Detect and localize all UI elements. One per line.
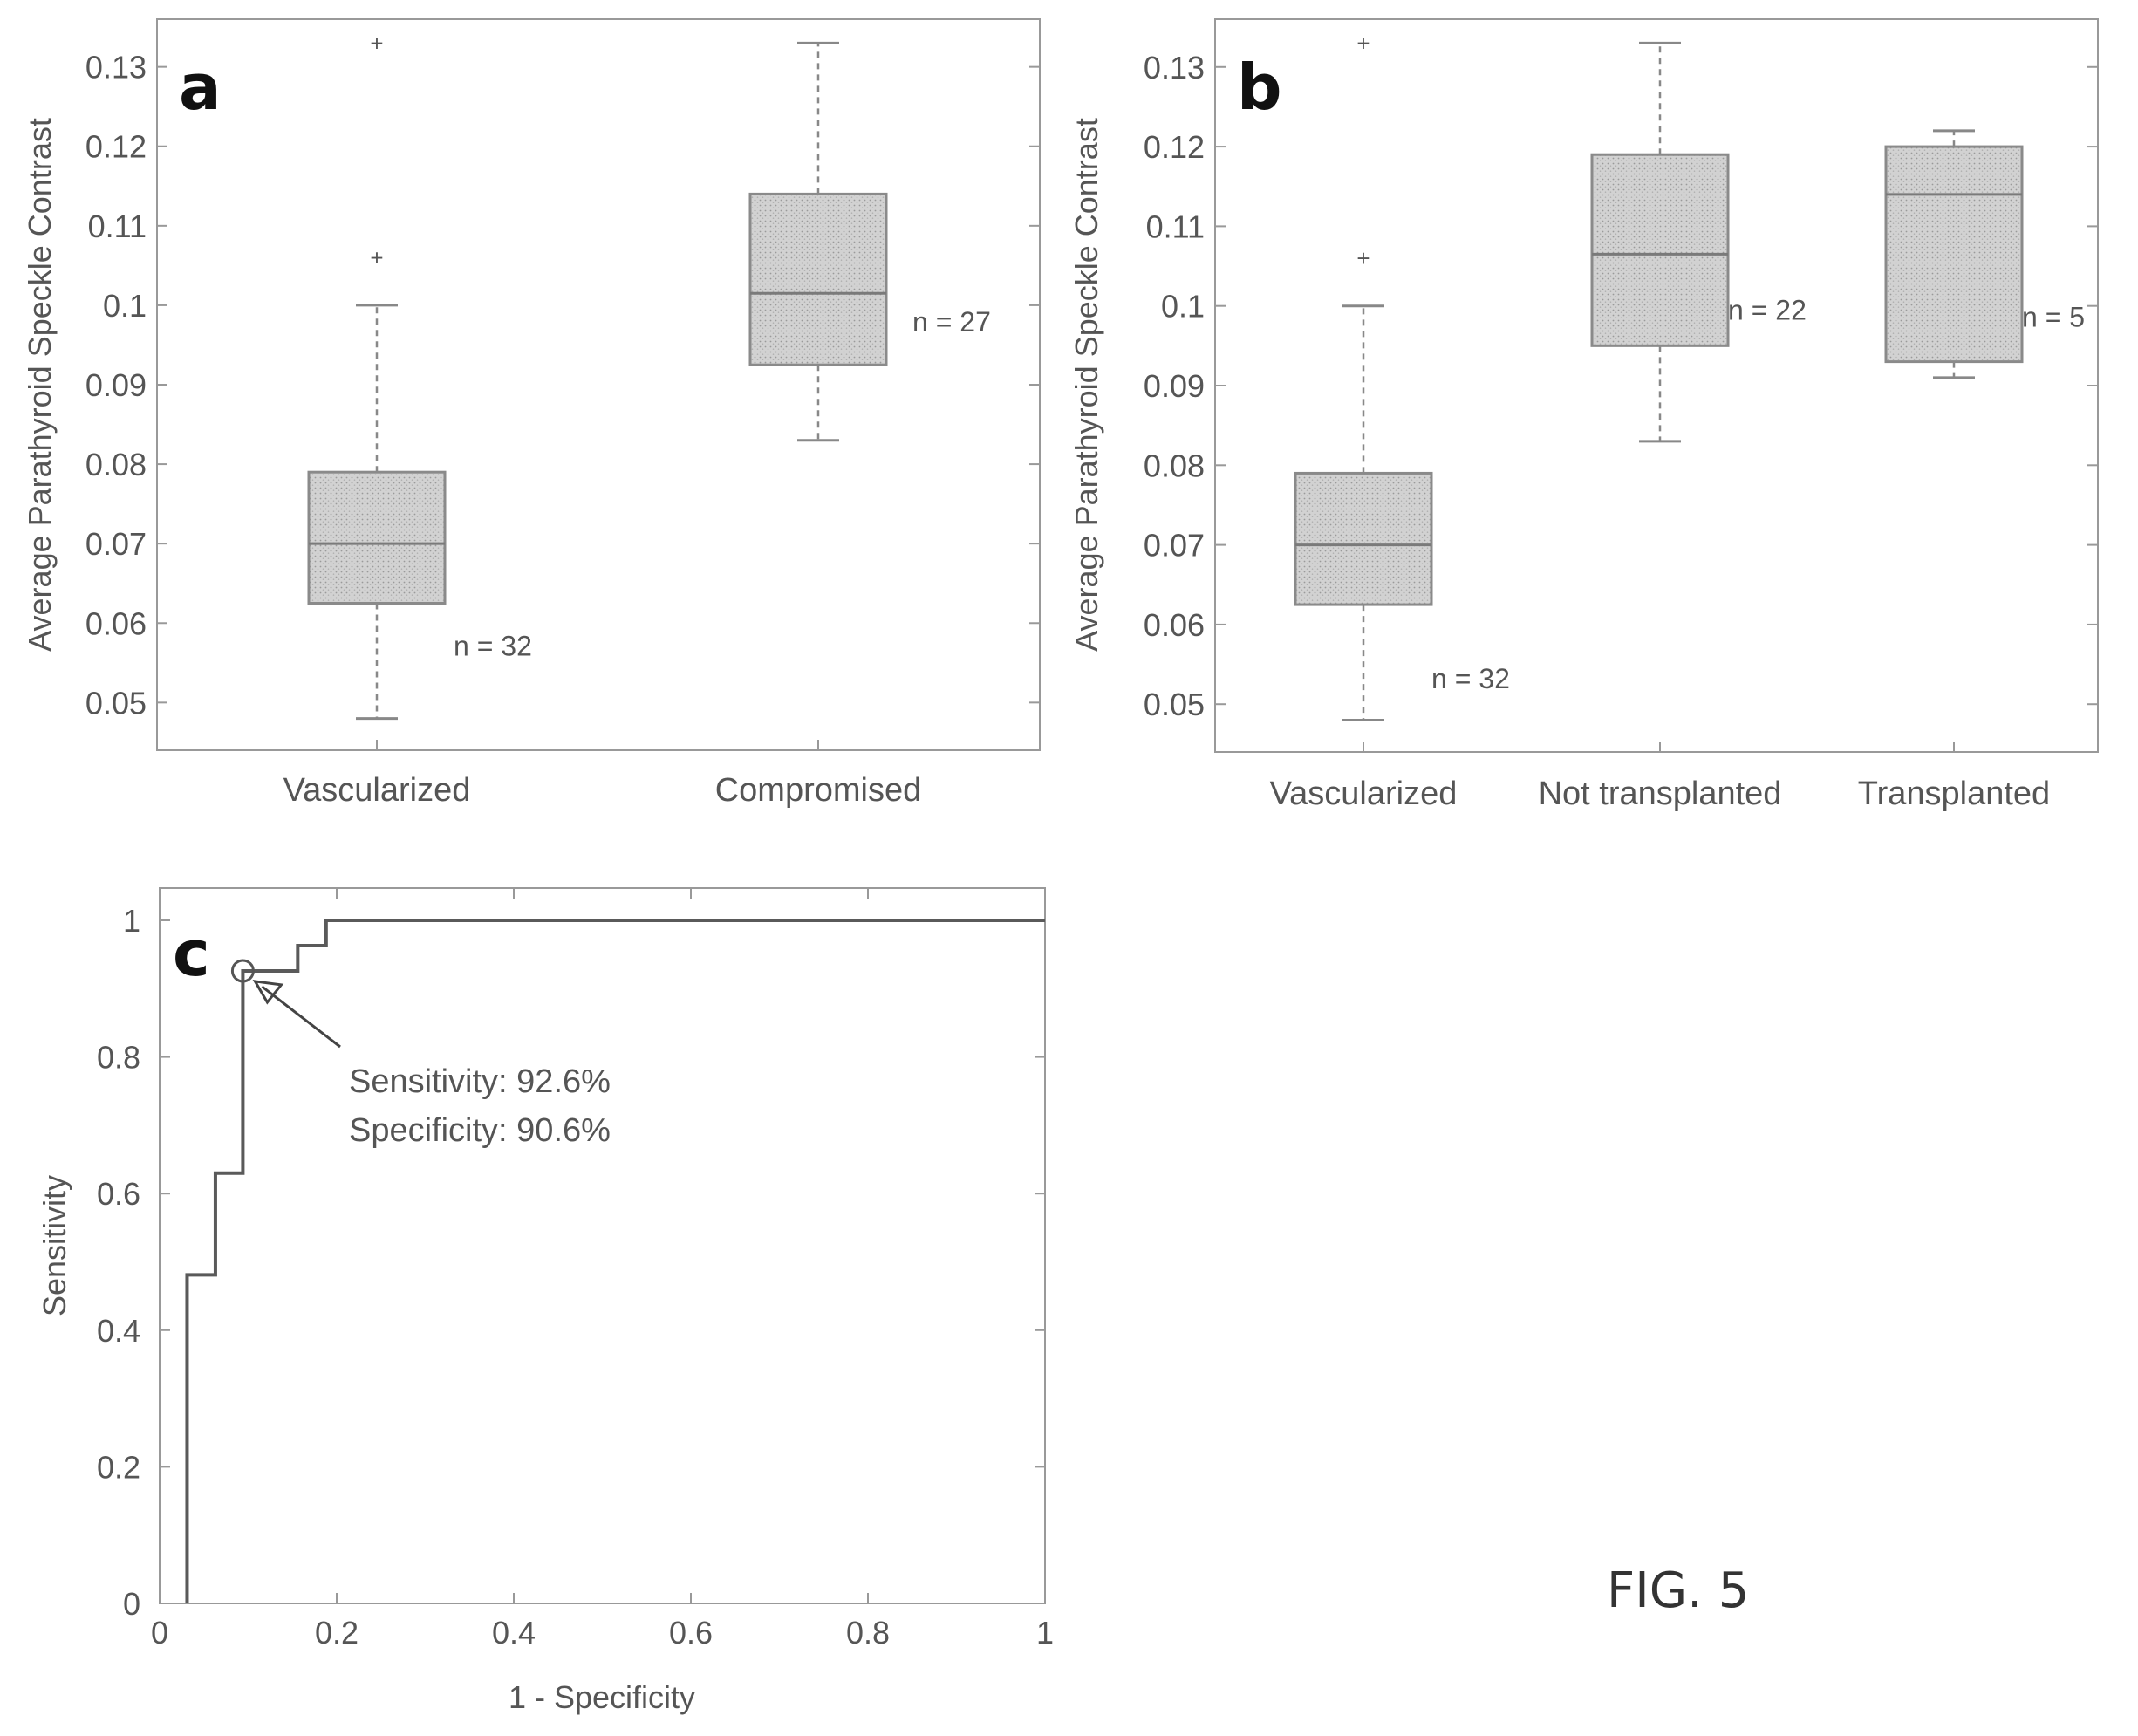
y-tick-label: 0.13 [1144,50,1205,85]
y-tick-label: 0.06 [85,605,147,641]
optimal-point-marker [230,959,255,983]
n-label: n = 32 [1431,663,1510,694]
panel-b-letter: b [1237,51,1282,124]
y-tick-label: 0.07 [85,526,147,562]
n-label: n = 22 [1728,294,1807,325]
outlier-marker: + [1356,245,1370,271]
y-tick-label: 0.05 [85,685,147,721]
n-label: n = 32 [454,630,532,661]
y-tick-label: 0.09 [85,367,147,403]
panel-b-y-ticks: 0.05 0.06 0.07 0.08 0.09 0.1 0.11 0.12 0.13 [1144,50,2098,722]
y-tick-label: 0.11 [1146,208,1205,244]
box-transplanted: n = 5 [1884,129,2085,379]
panel-a-ylabel: Average Parathyroid Speckle Contrast [22,118,58,652]
x-tick-label: Not transplanted [1539,776,1782,812]
y-tick-label: 0 [123,1586,140,1622]
panel-a-x-ticks: Vascularized Compromised [283,740,922,809]
y-tick-label: 0.12 [85,129,147,165]
x-tick-label: 0.4 [492,1615,536,1651]
panel-c-plot-area [185,919,1045,1603]
box-not-transplanted: n = 22 [1590,41,1807,443]
outlier-marker: + [370,30,383,56]
panel-c-plot-frame [159,887,1046,1604]
x-tick-label: Transplanted [1858,776,2050,812]
n-label: n = 27 [912,306,991,338]
panel-c-x-ticks: 0 0.2 0.4 0.6 0.8 1 [151,888,1054,1651]
box-iqr [307,470,447,605]
box-iqr [1884,145,2024,364]
y-tick-label: 1 [123,903,140,939]
panel-c-xlabel: 1 - Specificity [509,1679,695,1715]
annotation-arrow-head [252,980,284,1005]
y-tick-label: 0.11 [88,208,147,244]
n-label: n = 5 [2022,302,2085,333]
box-iqr [748,192,888,366]
box-iqr [1294,471,1433,606]
x-tick-label: 1 [1036,1615,1054,1651]
panel-c-ylabel: Sensitivity [37,1175,72,1316]
y-tick-label: 0.08 [85,447,147,482]
panel-b-ylabel: Average Parathyroid Speckle Contrast [1069,118,1104,652]
panel-a-letter: a [179,51,222,124]
outlier-marker: + [1356,30,1370,56]
y-tick-label: 0.8 [97,1040,140,1076]
panel-c-letter: c [173,917,210,990]
x-tick-label: Compromised [715,772,922,809]
y-tick-label: 0.07 [1144,528,1205,564]
panel-a-y-ticks: 0.05 0.06 0.07 0.08 0.09 0.1 0.11 0.12 0.13 [85,50,1040,721]
y-tick-label: 0.13 [85,50,147,85]
panel-b-boxes: + + n = 32 n = 22 n = 5 [1294,30,2085,721]
roc-annotation-sensitivity: Sensitivity: 92.6% [349,1063,611,1100]
roc-curve [185,919,1045,1603]
panel-b-x-ticks: Vascularized Not transplanted Transplanted [1270,742,2050,812]
panel-a-boxes: + + n = 32 n = 27 [307,30,991,721]
y-tick-label: 0.05 [1144,687,1205,722]
panel-b-plot-frame [1214,18,2099,753]
outlier-marker: + [370,244,383,270]
x-tick-label: Vascularized [1270,776,1458,812]
panel-b-boxplot: b Average Parathyroid Speckle Contrast 0… [1069,18,2099,812]
box-iqr [1590,153,1730,347]
y-tick-label: 0.4 [97,1313,140,1349]
figure-label: FIG. 5 [1607,1562,1749,1619]
panel-a-boxplot: a Average Parathyroid Speckle Contrast 0… [22,18,1041,809]
box-compromised: n = 27 [748,41,991,442]
box-vascularized: + + n = 32 [1294,30,1510,721]
x-tick-label: 0.8 [846,1615,890,1651]
y-tick-label: 0.2 [97,1449,140,1485]
y-tick-label: 0.1 [103,288,147,324]
y-tick-label: 0.1 [1161,289,1205,325]
panel-c-roc: c Sensitivity 1 - Specificity 0 0.2 0.4 0.6… [37,887,1054,1715]
x-tick-label: 0 [151,1615,168,1651]
y-tick-label: 0.09 [1144,368,1205,404]
annotation-arrow-shaft [261,985,341,1049]
panel-a-plot-frame [156,18,1041,751]
x-tick-label: 0.2 [315,1615,359,1651]
box-vascularized: + + n = 32 [307,30,532,721]
x-tick-label: 0.6 [669,1615,713,1651]
y-tick-label: 0.06 [1144,607,1205,643]
y-tick-label: 0.08 [1144,448,1205,483]
y-tick-label: 0.12 [1144,129,1205,165]
y-tick-label: 0.6 [97,1176,140,1212]
x-tick-label: Vascularized [283,772,471,809]
roc-annotation-specificity: Specificity: 90.6% [349,1112,611,1149]
panel-c-y-ticks: 0 0.2 0.4 0.6 0.8 1 [97,903,1045,1622]
